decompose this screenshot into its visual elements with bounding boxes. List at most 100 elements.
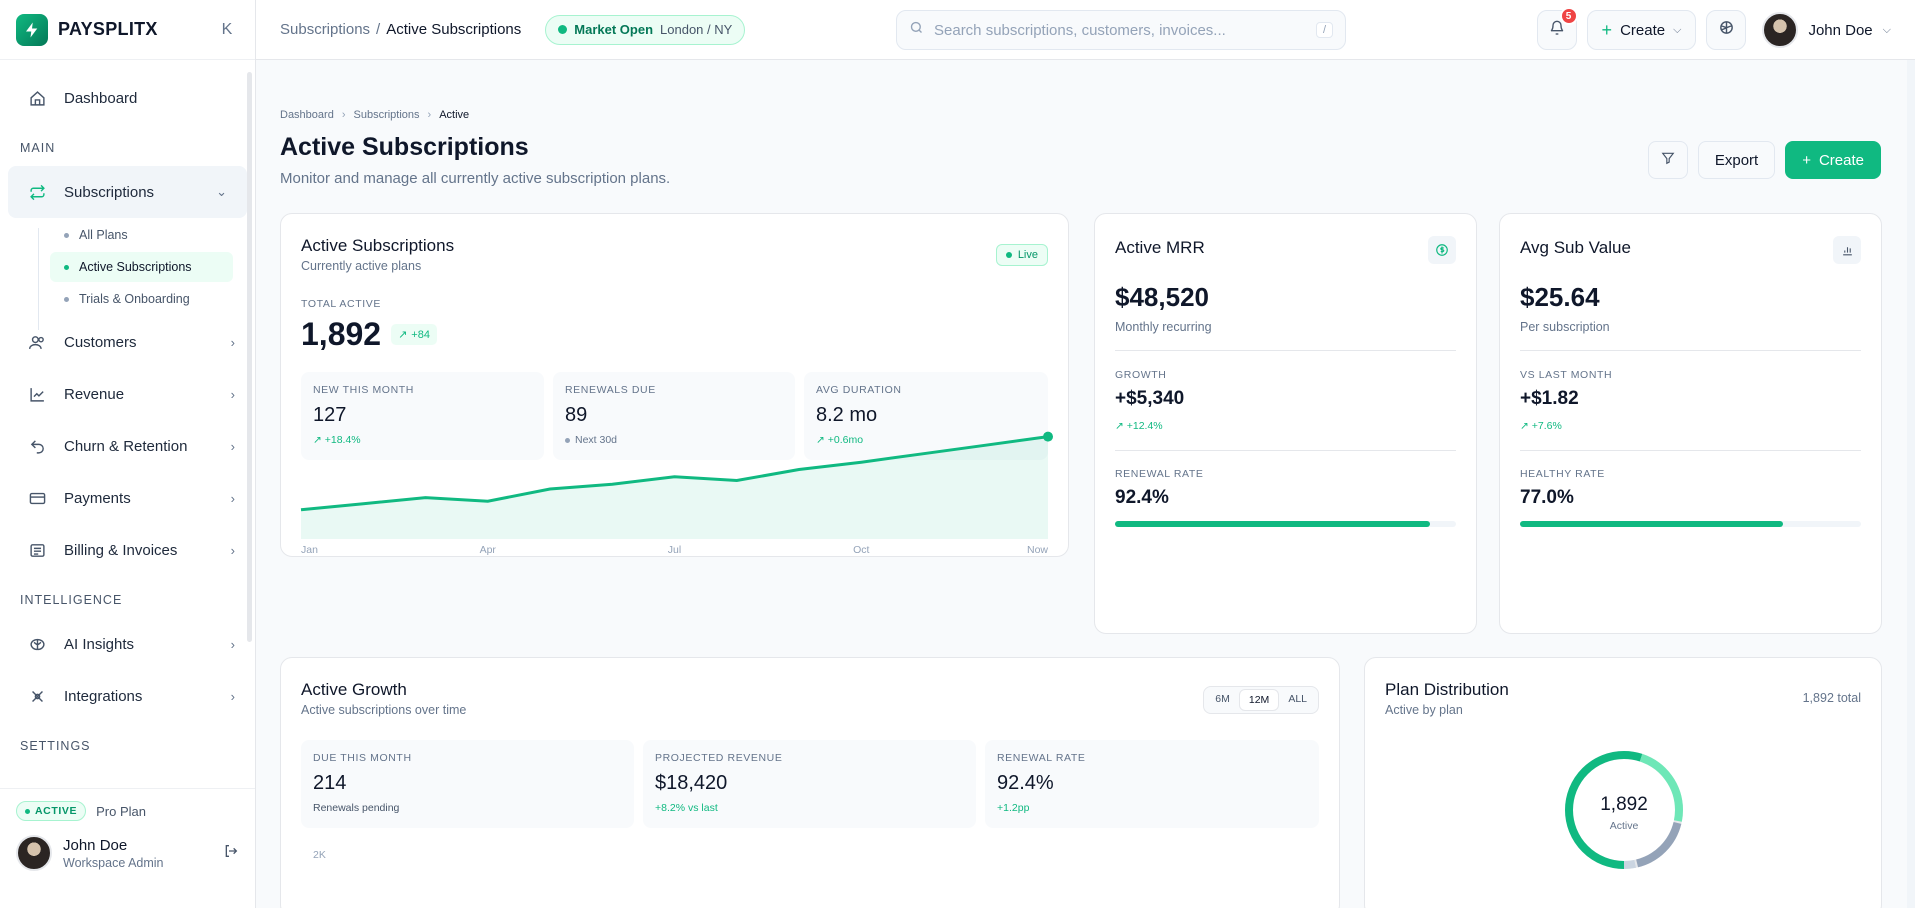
user-name: John Doe xyxy=(63,836,128,854)
user-menu[interactable]: John Doe ⌵ xyxy=(1762,12,1891,48)
chevron-right-icon: › xyxy=(230,636,235,652)
search-input[interactable] xyxy=(934,21,1316,39)
stat-label: DUE THIS MONTH xyxy=(313,752,412,764)
total-active-delta-badge: ↗ +84 xyxy=(391,324,437,345)
sidebar-user[interactable]: John Doe Workspace Admin xyxy=(16,835,239,871)
card-title: Active Growth xyxy=(301,680,407,699)
trend-up-icon: ↗ xyxy=(313,434,322,446)
brain-icon xyxy=(1718,19,1735,41)
stat-projected-revenue: PROJECTED REVENUE $18,420 +8.2% vs last xyxy=(643,740,976,828)
y-axis-tick: 2K xyxy=(313,849,326,861)
avatar xyxy=(16,835,52,871)
chevron-down-icon: ⌄ xyxy=(216,184,227,199)
bar-chart-icon[interactable] xyxy=(1833,236,1861,264)
healthy-rate-progress xyxy=(1520,521,1861,527)
x-axis-tick-label: Jan xyxy=(301,544,318,556)
sidebar-item-label: AI Insights xyxy=(64,635,135,653)
page-title: Active Subscriptions xyxy=(280,133,529,161)
receipt-icon xyxy=(28,541,46,559)
renewal-rate-value: 92.4% xyxy=(1115,487,1169,508)
healthy-rate-label: HEALTHY RATE xyxy=(1520,468,1605,480)
sidebar-item-label: Customers xyxy=(64,333,137,351)
chevron-down-icon: ⌵ xyxy=(1882,23,1891,36)
market-status-badge: Market Open London / NY xyxy=(545,14,746,45)
logout-icon[interactable] xyxy=(223,843,239,864)
notifications-button[interactable]: 5 xyxy=(1536,7,1578,50)
card-subtitle: Active by plan xyxy=(1385,703,1463,717)
sidebar-item-churn[interactable]: Churn & Retention › xyxy=(0,420,255,472)
plan-donut-chart xyxy=(1565,751,1683,869)
sidebar-item-billing[interactable]: Billing & Invoices › xyxy=(0,524,255,576)
sidebar-nav: Dashboard MAIN Subscriptions ⌄ All Plans… xyxy=(0,60,255,788)
sidebar-item-revenue[interactable]: Revenue › xyxy=(0,368,255,420)
renewal-rate-label: RENEWAL RATE xyxy=(1115,468,1204,480)
x-axis-tick-label: Now xyxy=(1027,544,1048,556)
live-badge: Live xyxy=(995,244,1048,266)
donut-center-value: 1,892 xyxy=(1600,794,1648,815)
stat-value: 89 xyxy=(565,404,588,426)
search-icon xyxy=(909,20,924,40)
filter-icon xyxy=(1661,151,1675,169)
undo-icon xyxy=(28,437,46,455)
status-dot xyxy=(25,808,30,814)
collapse-sidebar-button[interactable]: K xyxy=(221,20,233,38)
trend-up-icon: ↗ xyxy=(1520,420,1529,432)
dollar-icon[interactable] xyxy=(1428,236,1456,264)
dot-icon xyxy=(64,296,69,302)
vs-last-month-delta-value: +7.6% xyxy=(1531,420,1562,432)
renewal-rate-progress xyxy=(1115,521,1456,527)
renewal-rate-progress-fill xyxy=(1115,521,1431,527)
sidebar-subitem-trials[interactable]: Trials & Onboarding xyxy=(50,284,233,314)
stat-value: 127 xyxy=(313,404,347,426)
stat-delta: ↗ +0.6mo xyxy=(816,434,1036,446)
chevron-right-icon: › xyxy=(230,542,235,558)
stat-value: 214 xyxy=(313,772,347,794)
sidebar-subitem-active-subscriptions[interactable]: Active Subscriptions xyxy=(50,252,233,282)
chevron-right-icon: › xyxy=(230,688,235,704)
breadcrumb-item-subscriptions[interactable]: Subscriptions xyxy=(353,109,420,121)
sidebar-item-dashboard[interactable]: Dashboard xyxy=(0,72,255,124)
sidebar-subitem-all-plans[interactable]: All Plans xyxy=(50,220,233,250)
total-active-label: TOTAL ACTIVE xyxy=(301,298,381,310)
divider xyxy=(1115,450,1456,451)
breadcrumb-item-current: Active xyxy=(439,109,470,121)
sidebar-item-ai-insights[interactable]: AI Insights › xyxy=(0,618,255,670)
card-subtitle: Active subscriptions over time xyxy=(301,703,467,717)
card-title: Active Subscriptions xyxy=(301,236,455,255)
create-button[interactable]: + Create xyxy=(1785,141,1881,179)
create-button-label: Create xyxy=(1818,151,1864,169)
export-button[interactable]: Export xyxy=(1697,141,1776,179)
sidebar-item-integrations[interactable]: Integrations › xyxy=(0,670,255,722)
topbar: Subscriptions / Active Subscriptions Marke… xyxy=(256,0,1915,60)
sidebar-scrollbar[interactable] xyxy=(247,72,252,642)
filter-button[interactable] xyxy=(1647,141,1688,179)
create-menu-button[interactable]: + Create ⌵ xyxy=(1586,10,1697,50)
range-6m[interactable]: 6M xyxy=(1215,693,1230,705)
page-scrollbar[interactable] xyxy=(1907,60,1915,908)
sidebar-item-payments[interactable]: Payments › xyxy=(0,472,255,524)
ai-assistant-button[interactable] xyxy=(1706,10,1747,50)
plan-row: ACTIVE Pro Plan xyxy=(16,801,239,821)
search-shortcut-hint: / xyxy=(1315,22,1333,38)
range-12m[interactable]: 12M xyxy=(1238,689,1280,711)
range-all[interactable]: ALL xyxy=(1288,693,1307,705)
section-label-main: MAIN xyxy=(20,141,56,155)
sidebar-item-customers[interactable]: Customers › xyxy=(0,316,255,368)
sidebar-item-subscriptions[interactable]: Subscriptions ⌄ xyxy=(8,166,247,218)
notification-count-badge: 5 xyxy=(1559,7,1578,25)
mrr-subtitle: Monthly recurring xyxy=(1115,320,1212,334)
breadcrumb-item-dashboard[interactable]: Dashboard xyxy=(280,109,334,121)
sidebar-item-label: Subscriptions xyxy=(64,183,155,201)
chevron-right-icon: › xyxy=(230,438,235,454)
topbar-crumb-subscriptions[interactable]: Subscriptions xyxy=(280,21,371,38)
page-subtitle: Monitor and manage all currently active … xyxy=(280,170,671,187)
trend-up-icon: ↗ xyxy=(398,329,408,341)
sidebar-footer: ACTIVE Pro Plan John Doe Workspace Admin xyxy=(0,788,255,908)
stat-note: Renewals pending xyxy=(313,802,400,814)
healthy-rate-progress-fill xyxy=(1520,521,1783,527)
active-subscriptions-card: Active Subscriptions Currently active pl… xyxy=(280,213,1069,557)
section-label-settings: SETTINGS xyxy=(20,739,91,753)
card-title: Active MRR xyxy=(1115,238,1205,257)
stat-due-this-month: DUE THIS MONTH 214 Renewals pending xyxy=(301,740,634,828)
vs-last-month-delta: ↗ +7.6% xyxy=(1520,420,1562,432)
